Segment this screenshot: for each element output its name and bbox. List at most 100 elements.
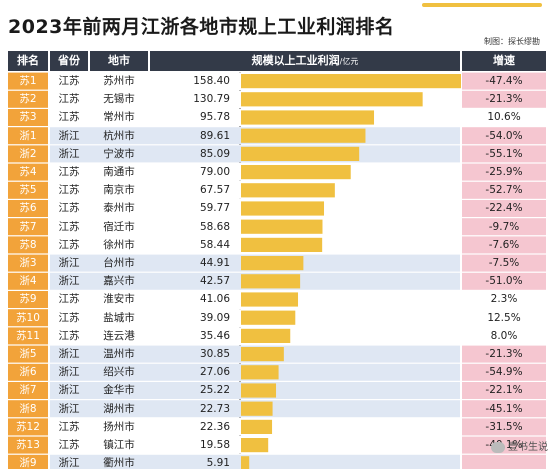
rank-cell xyxy=(8,382,48,399)
province-label: 江苏 xyxy=(58,75,80,87)
rank-cell xyxy=(8,236,48,254)
province-label: 江苏 xyxy=(58,184,80,197)
header-growth: 增速 xyxy=(462,51,546,71)
city-label: 杭州市 xyxy=(103,129,135,142)
growth-label: -31.5% xyxy=(485,420,523,433)
rank-label: 苏2 xyxy=(19,93,37,106)
province-label: 浙江 xyxy=(58,275,80,288)
rank-label: 苏1 xyxy=(19,75,37,87)
rank-cell xyxy=(8,272,48,290)
province-label: 江苏 xyxy=(58,311,80,324)
province-label: 浙江 xyxy=(58,402,80,415)
growth-label: -25.9% xyxy=(485,166,523,178)
growth-cell xyxy=(462,400,546,418)
rank-cell xyxy=(8,109,48,126)
province-label: 浙江 xyxy=(58,366,80,379)
growth-cell xyxy=(462,127,546,145)
value-label: 25.22 xyxy=(199,384,230,397)
bar xyxy=(241,383,277,398)
header-province: 省份 xyxy=(50,51,88,71)
rank-cell xyxy=(8,400,48,418)
province-label: 江苏 xyxy=(58,202,80,215)
growth-cell xyxy=(462,90,546,108)
growth-label: -55.1% xyxy=(485,147,523,160)
value-label: 35.46 xyxy=(199,329,230,342)
watermark-text: 壹书生说 xyxy=(508,442,548,453)
value-label: 27.06 xyxy=(199,366,230,379)
bar xyxy=(241,456,250,469)
city-label: 淮安市 xyxy=(103,293,135,306)
growth-cell xyxy=(462,418,546,436)
rank-label: 浙8 xyxy=(19,402,37,415)
city-label: 扬州市 xyxy=(103,420,135,433)
rank-cell xyxy=(8,436,48,454)
growth-label: -47.4% xyxy=(485,75,523,87)
value-label: 130.79 xyxy=(193,93,230,106)
rank-label: 浙6 xyxy=(19,366,37,379)
rank-cell xyxy=(8,181,48,199)
province-label: 江苏 xyxy=(58,238,80,251)
rank-label: 苏3 xyxy=(19,111,37,124)
growth-label: -51.0% xyxy=(485,275,523,288)
header-city: 地市 xyxy=(90,51,148,71)
bar xyxy=(241,365,279,380)
header-profit-unit: /亿元 xyxy=(339,57,359,66)
province-label: 江苏 xyxy=(58,293,80,306)
bar xyxy=(241,347,284,362)
bar xyxy=(241,401,273,416)
growth-label: 8.0% xyxy=(490,329,518,342)
city-label: 温州市 xyxy=(103,348,135,360)
bar xyxy=(241,74,461,89)
value-label: 158.40 xyxy=(193,75,230,87)
growth-label: 10.6% xyxy=(487,111,521,124)
decorative-top-bar xyxy=(422,3,542,7)
city-label: 镇江市 xyxy=(103,439,135,451)
city-label: 常州市 xyxy=(103,111,135,124)
city-label: 苏州市 xyxy=(103,75,135,87)
value-label: 79.00 xyxy=(199,166,230,178)
rank-label: 苏7 xyxy=(19,220,37,233)
province-label: 浙江 xyxy=(58,457,80,470)
province-label: 江苏 xyxy=(58,420,80,433)
value-label: 42.57 xyxy=(199,275,230,288)
growth-cell xyxy=(462,345,546,363)
bar xyxy=(241,201,325,216)
rank-label: 浙4 xyxy=(19,275,37,288)
city-label: 连云港 xyxy=(103,329,135,342)
province-label: 浙江 xyxy=(58,257,80,269)
bar xyxy=(241,328,291,343)
city-label: 南通市 xyxy=(103,166,135,178)
rank-label: 浙7 xyxy=(19,384,37,397)
rank-label: 浙1 xyxy=(19,129,37,142)
rank-cell xyxy=(8,418,48,436)
value-label: 58.68 xyxy=(199,220,230,233)
bar xyxy=(241,146,360,161)
credit-label: 制图：探长缪勘 xyxy=(484,37,540,46)
value-label: 39.09 xyxy=(199,311,230,324)
rank-cell xyxy=(8,327,48,345)
growth-label: -54.9% xyxy=(485,366,523,379)
chart-title: 2023年前两月江浙各地市规上工业利润排名 xyxy=(8,16,395,38)
value-label: 19.58 xyxy=(199,439,230,451)
province-label: 江苏 xyxy=(58,329,80,342)
growth-cell xyxy=(462,145,546,163)
city-label: 台州市 xyxy=(103,257,135,269)
city-label: 泰州市 xyxy=(103,202,135,215)
bar xyxy=(241,183,335,198)
bar xyxy=(241,292,299,307)
bar xyxy=(241,310,296,325)
growth-cell xyxy=(462,382,546,399)
city-label: 衢州市 xyxy=(103,457,135,470)
province-label: 江苏 xyxy=(58,439,80,451)
growth-label: 12.5% xyxy=(487,311,521,324)
bar xyxy=(241,165,351,180)
growth-label xyxy=(462,454,546,473)
rank-label: 浙3 xyxy=(19,257,37,269)
header-profit: 规模以上工业利润/亿元 xyxy=(150,51,460,71)
header-profit-label: 规模以上工业利润 xyxy=(251,54,340,67)
rank-label: 苏9 xyxy=(19,293,37,306)
growth-cell xyxy=(462,72,546,90)
bar xyxy=(241,110,375,125)
city-label: 金华市 xyxy=(103,384,135,397)
